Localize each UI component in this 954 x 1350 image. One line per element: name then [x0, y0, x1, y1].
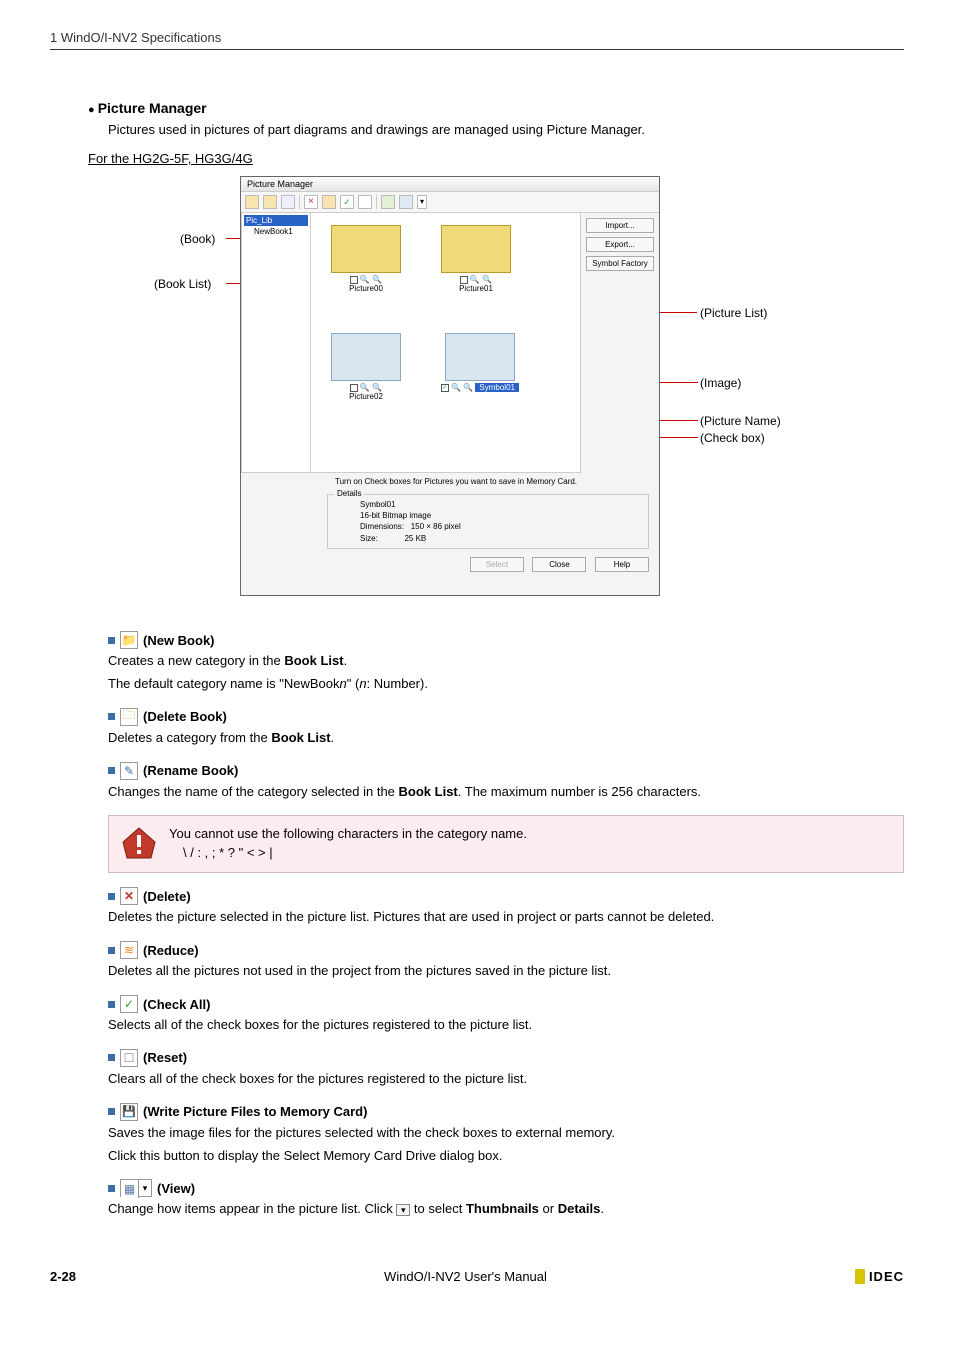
anno-check-box: (Check box)	[700, 431, 765, 445]
footer-title: WindO/I-NV2 User's Manual	[384, 1269, 547, 1284]
pm-note: Turn on Check boxes for Pictures you wan…	[327, 473, 659, 490]
feature-title: (Check All)	[143, 997, 210, 1012]
write-memory-icon: 💾	[120, 1103, 138, 1121]
feature-title: (Write Picture Files to Memory Card)	[143, 1104, 367, 1119]
help-button[interactable]: Help	[595, 557, 649, 572]
bullet-icon	[108, 1001, 115, 1008]
bullet-icon	[108, 767, 115, 774]
section-title: Picture Manager	[88, 100, 904, 116]
feature-write-memory-card: 💾 (Write Picture Files to Memory Card) S…	[108, 1103, 904, 1166]
feature-title: (Delete)	[143, 889, 191, 904]
check-all-icon[interactable]: ✓	[340, 195, 354, 209]
page-footer: 2-28 WindO/I-NV2 User's Manual IDEC	[50, 1269, 904, 1284]
new-book-icon[interactable]	[245, 195, 259, 209]
picture-list: 🔍 🔍 Picture00 🔍 🔍 Picture01 🔍 🔍 Picture0…	[311, 213, 581, 473]
page-header: 1 WindO/I-NV2 Specifications	[50, 30, 904, 50]
feature-delete: ✕ (Delete) Deletes the picture selected …	[108, 887, 904, 927]
warning-box: You cannot use the following characters …	[108, 815, 904, 873]
section-description: Pictures used in pictures of part diagra…	[108, 122, 904, 137]
feature-check-all: ✓ (Check All) Selects all of the check b…	[108, 995, 904, 1035]
feature-reset: ☐ (Reset) Clears all of the check boxes …	[108, 1049, 904, 1089]
bullet-icon	[108, 1108, 115, 1115]
feature-new-book: 📁 (New Book) Creates a new category in t…	[108, 631, 904, 694]
delete-book-icon: 🗀	[120, 708, 138, 726]
bullet-icon	[108, 637, 115, 644]
feature-title: (Reset)	[143, 1050, 187, 1065]
rename-book-icon: ✎	[120, 762, 138, 780]
bullet-icon	[108, 893, 115, 900]
reset-icon: ☐	[120, 1049, 138, 1067]
pm-titlebar: Picture Manager	[241, 177, 659, 192]
bullet-icon	[108, 1185, 115, 1192]
anno-picture-name: (Picture Name)	[700, 414, 781, 428]
thumb-picture00[interactable]: 🔍 🔍 Picture00	[331, 225, 401, 293]
anno-image: (Image)	[700, 376, 741, 390]
select-button: Select	[470, 557, 524, 572]
warning-line2: \ / : , ; * ? " < > |	[183, 845, 527, 860]
anno-book-list: (Book List)	[154, 277, 211, 291]
feature-title: (Reduce)	[143, 943, 199, 958]
bullet-icon	[108, 1054, 115, 1061]
pm-toolbar: × ✓ ▾	[241, 192, 659, 213]
feature-view: ▦ ▾ (View) Change how items appear in th…	[108, 1179, 904, 1219]
bullet-icon	[108, 713, 115, 720]
new-book-icon: 📁	[120, 631, 138, 649]
delete-book-icon[interactable]	[263, 195, 277, 209]
tree-root[interactable]: Pic_Lib	[244, 215, 308, 226]
page-number: 2-28	[50, 1269, 76, 1284]
feature-title: (View)	[157, 1181, 195, 1196]
reset-icon[interactable]	[358, 195, 372, 209]
model-subtitle: For the HG2G-5F, HG3G/4G	[88, 151, 904, 166]
feature-title: (Delete Book)	[143, 709, 227, 724]
feature-title: (Rename Book)	[143, 763, 238, 778]
thumb-picture02[interactable]: 🔍 🔍 Picture02	[331, 333, 401, 401]
feature-rename-book: ✎ (Rename Book) Changes the name of the …	[108, 762, 904, 802]
write-icon[interactable]	[381, 195, 395, 209]
anno-book: (Book)	[180, 232, 215, 246]
tree-child[interactable]: NewBook1	[244, 226, 308, 237]
symbol-factory-button[interactable]: Symbol Factory	[586, 256, 654, 271]
view-dropdown-icon[interactable]: ▾	[417, 195, 427, 209]
reduce-icon: ≋	[120, 941, 138, 959]
chevron-down-icon: ▾	[139, 1180, 151, 1196]
warning-icon	[121, 826, 157, 862]
thumb-symbol01[interactable]: 🔍 🔍 Symbol01	[441, 333, 519, 392]
close-button[interactable]: Close	[532, 557, 586, 572]
rename-book-icon[interactable]	[281, 195, 295, 209]
brand-logo: IDEC	[855, 1269, 904, 1284]
import-button[interactable]: Import...	[586, 218, 654, 233]
warning-line1: You cannot use the following characters …	[169, 826, 527, 841]
delete-icon[interactable]: ×	[304, 195, 318, 209]
export-button[interactable]: Export...	[586, 237, 654, 252]
bullet-icon	[108, 947, 115, 954]
dropdown-glyph: ▾	[396, 1204, 410, 1216]
feature-delete-book: 🗀 (Delete Book) Deletes a category from …	[108, 708, 904, 748]
delete-icon: ✕	[120, 887, 138, 905]
reduce-icon[interactable]	[322, 195, 336, 209]
pm-action-row: Select Close Help	[241, 553, 659, 580]
pm-details: Details Symbol01 16-bit Bitmap image Dim…	[327, 494, 649, 549]
check-all-icon: ✓	[120, 995, 138, 1013]
feature-reduce: ≋ (Reduce) Deletes all the pictures not …	[108, 941, 904, 981]
feature-title: (New Book)	[143, 633, 215, 648]
pm-side-buttons: Import... Export... Symbol Factory	[581, 213, 659, 473]
picture-manager-diagram: (Book) (Book List) (Picture List) (Image…	[50, 176, 904, 606]
book-list-tree[interactable]: Pic_Lib NewBook1	[241, 213, 311, 473]
anno-picture-list: (Picture List)	[700, 306, 767, 320]
picture-manager-window: Picture Manager × ✓ ▾ Pic_Lib NewBook1	[240, 176, 660, 596]
view-icon: ▦ ▾	[120, 1179, 152, 1197]
thumb-picture01[interactable]: 🔍 🔍 Picture01	[441, 225, 511, 293]
view-icon[interactable]	[399, 195, 413, 209]
